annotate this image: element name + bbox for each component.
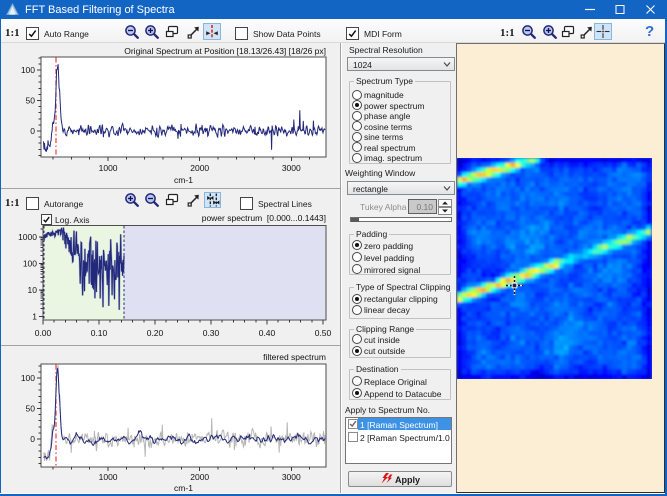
svg-text:2000: 2000 (190, 163, 209, 173)
svg-text:100: 100 (21, 373, 35, 383)
svg-text:3000: 3000 (282, 472, 301, 482)
svg-text:cm-1: cm-1 (174, 483, 193, 493)
svg-text:filtered spectrum: filtered spectrum (263, 352, 326, 362)
svg-text:0: 0 (30, 434, 35, 444)
svg-text:cm-1: cm-1 (174, 175, 193, 185)
svg-text:1000: 1000 (99, 472, 118, 482)
svg-text:50: 50 (26, 404, 36, 414)
svg-text:10: 10 (28, 285, 38, 295)
svg-text:0.10: 0.10 (91, 328, 108, 338)
svg-text:1: 1 (32, 312, 37, 322)
svg-text:0: 0 (30, 126, 35, 136)
svg-text:100: 100 (23, 259, 37, 269)
svg-text:50: 50 (26, 96, 36, 106)
svg-text:0.20: 0.20 (147, 328, 164, 338)
svg-text:3000: 3000 (282, 163, 301, 173)
svg-text:0.30: 0.30 (203, 328, 220, 338)
svg-text:power spectrum [0.000...0.144: power spectrum [0.000...0.1443] (202, 213, 326, 223)
svg-text:Original Spectrum at Position: Original Spectrum at Position [18.13/26.… (124, 46, 326, 56)
svg-text:1000: 1000 (18, 232, 37, 242)
svg-text:0.40: 0.40 (259, 328, 276, 338)
svg-text:1000: 1000 (99, 163, 118, 173)
svg-text:0.00: 0.00 (35, 328, 52, 338)
svg-text:0.50: 0.50 (315, 328, 332, 338)
svg-text:2000: 2000 (190, 472, 209, 482)
svg-text:100: 100 (21, 65, 35, 75)
